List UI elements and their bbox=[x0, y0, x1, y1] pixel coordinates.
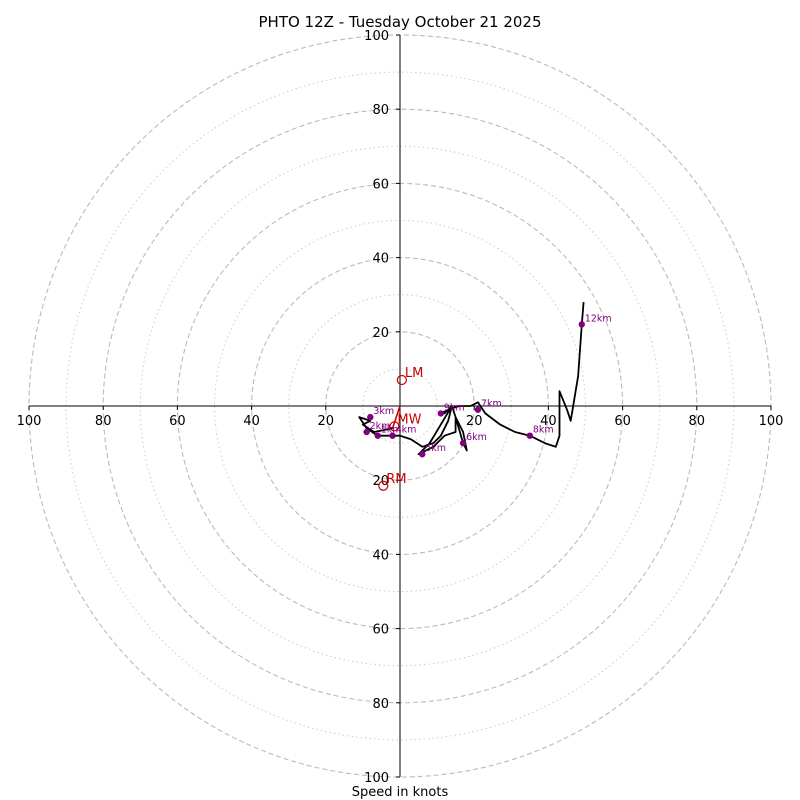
x-tick-label: 40 bbox=[540, 414, 557, 429]
height-point-6km bbox=[459, 439, 467, 447]
x-tick-label: 100 bbox=[17, 414, 42, 429]
y-tick-label: 80 bbox=[372, 103, 389, 118]
x-tick-label: 80 bbox=[95, 414, 112, 429]
height-label-4km: 4km bbox=[396, 425, 417, 436]
height-label-12km: 12km bbox=[585, 313, 612, 324]
x-tick-label: 40 bbox=[243, 414, 260, 429]
chart-title: PHTO 12Z - Tuesday October 21 2025 bbox=[259, 13, 542, 31]
height-point-9km bbox=[437, 410, 445, 417]
rm-marker bbox=[378, 480, 389, 491]
height-label-3km: 3km bbox=[373, 406, 394, 417]
height-point-7km bbox=[474, 406, 482, 413]
height-point-3km bbox=[367, 413, 374, 421]
height-point-2km bbox=[363, 428, 370, 436]
y-tick-label: 60 bbox=[372, 177, 389, 192]
mw-label: MW bbox=[397, 412, 421, 427]
height-label-8km: 8km bbox=[533, 425, 554, 436]
height-point-5km bbox=[419, 451, 426, 458]
height-label-6km: 6km bbox=[466, 432, 487, 443]
y-tick-label: 100 bbox=[364, 771, 389, 786]
height-point-12km bbox=[578, 321, 585, 328]
y-tick-label: 80 bbox=[372, 697, 389, 712]
height-point-4km bbox=[389, 432, 396, 439]
y-tick-label: 20 bbox=[372, 326, 389, 341]
height-point-1km bbox=[374, 432, 381, 439]
x-tick-label: 80 bbox=[689, 414, 706, 429]
rm-label: RM bbox=[386, 472, 406, 487]
y-tick-label: 60 bbox=[372, 623, 389, 638]
x-tick-label: 20 bbox=[318, 414, 335, 429]
y-tick-label: 100 bbox=[364, 29, 389, 44]
height-label-7km: 7km bbox=[481, 399, 502, 410]
x-tick-label: 20 bbox=[466, 414, 483, 429]
storm-motion-vector bbox=[391, 405, 401, 429]
height-label-5km: 5km bbox=[425, 443, 446, 454]
height-label-2km: 2km bbox=[370, 421, 391, 432]
x-tick-labels: 100 80 60 40 20 20 40 60 80 100 bbox=[17, 406, 784, 429]
y-tick-label: 40 bbox=[372, 548, 389, 563]
mw-marker bbox=[389, 421, 400, 432]
y-tick-label: 40 bbox=[372, 252, 389, 267]
height-label-1km: 1km bbox=[381, 425, 402, 436]
lm-label: LM bbox=[405, 366, 423, 381]
x-tick-label: 100 bbox=[759, 414, 784, 429]
x-tick-label: 60 bbox=[614, 414, 631, 429]
x-axis-label: Speed in knots bbox=[352, 785, 449, 800]
storm-motion-layer: LM RM MW bbox=[378, 366, 423, 491]
x-tick-label: 60 bbox=[169, 414, 186, 429]
height-point-8km bbox=[526, 432, 534, 439]
lm-marker bbox=[396, 374, 407, 386]
height-label-9km: 9km bbox=[444, 402, 465, 413]
